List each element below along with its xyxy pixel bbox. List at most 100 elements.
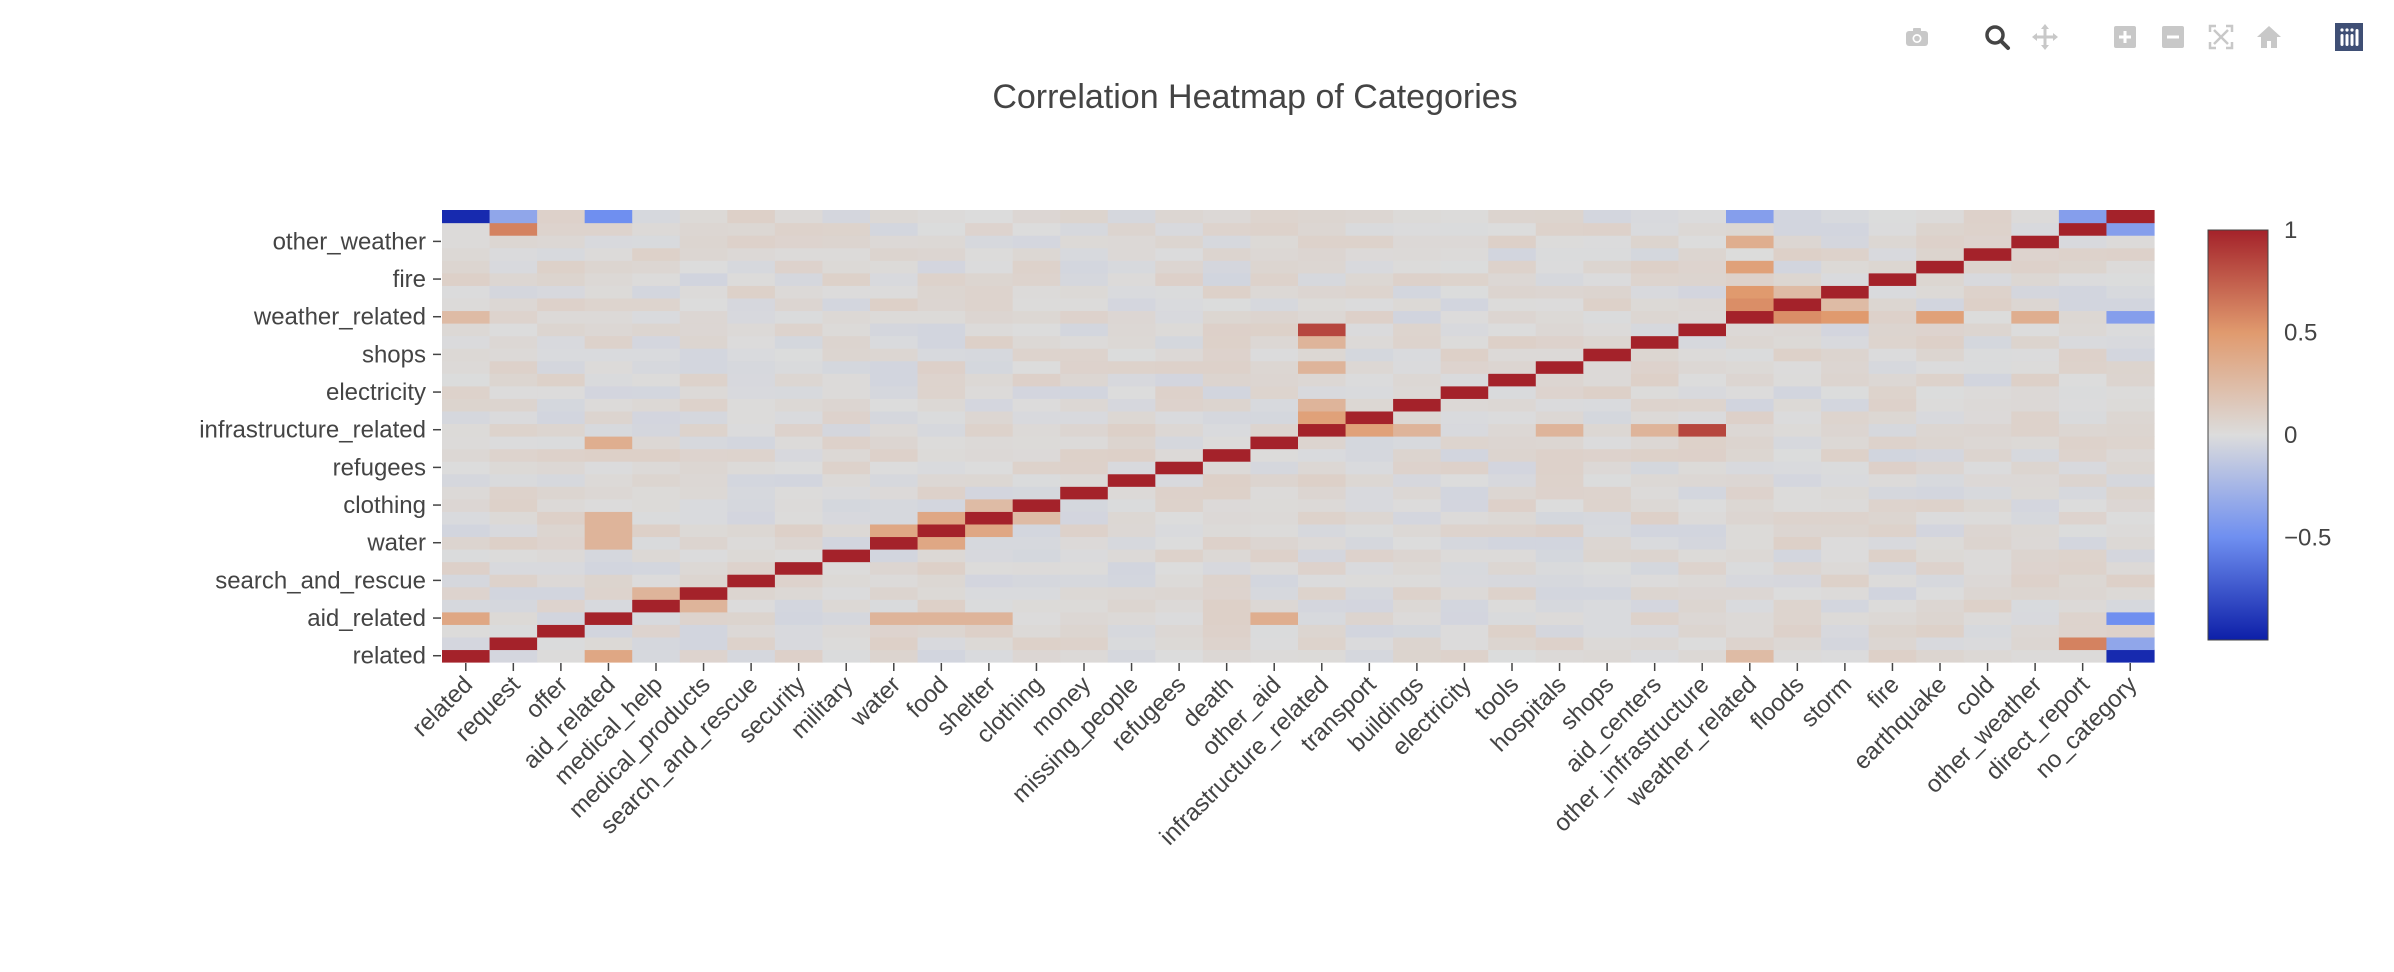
heatmap-cell bbox=[2106, 624, 2155, 638]
heatmap-cell bbox=[1678, 574, 1727, 588]
heatmap-cell bbox=[1012, 373, 1061, 387]
heatmap-cell bbox=[1773, 335, 1822, 349]
heatmap-cell bbox=[727, 373, 776, 387]
heatmap-cell bbox=[1726, 611, 1775, 625]
zoom-icon[interactable] bbox=[1982, 22, 2012, 52]
heatmap-cell bbox=[2106, 436, 2155, 450]
heatmap-cell bbox=[1963, 649, 2012, 663]
heatmap-cell bbox=[1726, 423, 1775, 437]
heatmap-cell bbox=[1440, 611, 1489, 625]
heatmap-cell bbox=[632, 599, 681, 613]
heatmap-cell bbox=[1060, 473, 1109, 487]
y-axis: related aid_related search_and_rescue water… bbox=[199, 228, 441, 670]
heatmap-cell bbox=[2011, 436, 2060, 450]
heatmap-cell bbox=[1298, 586, 1347, 600]
zoom-in-icon[interactable] bbox=[2110, 22, 2140, 52]
heatmap-cell bbox=[2106, 385, 2155, 399]
heatmap-cell bbox=[727, 561, 776, 575]
heatmap-cell bbox=[1060, 385, 1109, 399]
heatmap-cell bbox=[1107, 247, 1156, 261]
heatmap-cell bbox=[584, 523, 633, 538]
heatmap-cell bbox=[1298, 549, 1347, 563]
autoscale-icon[interactable] bbox=[2206, 22, 2236, 52]
heatmap-cell bbox=[1821, 335, 1870, 349]
heatmap-cell bbox=[2058, 285, 2108, 299]
heatmap-cell bbox=[1963, 436, 2012, 450]
y-tick-label: shops bbox=[362, 341, 426, 368]
heatmap-cell bbox=[442, 599, 491, 613]
heatmap-cell bbox=[1250, 649, 1299, 663]
heatmap-cell bbox=[537, 385, 586, 399]
heatmap-cell bbox=[489, 285, 538, 299]
x-tick-label: water bbox=[845, 671, 906, 732]
heatmap-cell bbox=[2058, 586, 2108, 600]
heatmap-cell bbox=[1060, 222, 1109, 236]
pan-icon[interactable] bbox=[2030, 22, 2060, 52]
heatmap-cell bbox=[1060, 574, 1109, 588]
heatmap-cell bbox=[632, 611, 681, 625]
heatmap-cell bbox=[679, 536, 728, 550]
heatmap-cell bbox=[1107, 260, 1156, 274]
heatmap-cell bbox=[2011, 335, 2060, 349]
camera-icon[interactable] bbox=[1902, 22, 1932, 52]
heatmap-cell bbox=[632, 235, 681, 249]
heatmap-cell bbox=[1916, 486, 1965, 500]
heatmap-cell bbox=[1630, 461, 1680, 475]
heatmap-cell bbox=[679, 523, 728, 538]
heatmap-cell bbox=[1298, 260, 1347, 274]
heatmap-cell bbox=[1012, 297, 1061, 312]
heatmap-cell bbox=[1250, 486, 1299, 500]
heatmap-cell bbox=[489, 373, 538, 387]
heatmap-cell bbox=[1630, 448, 1680, 462]
heatmap-cell bbox=[822, 574, 871, 588]
heatmap-cell bbox=[1583, 536, 1632, 550]
heatmap-cell bbox=[632, 486, 681, 500]
heatmap-cell bbox=[1916, 523, 1965, 538]
reset-axes-icon[interactable] bbox=[2254, 22, 2284, 52]
heatmap-cell bbox=[1440, 410, 1489, 425]
heatmap-cell bbox=[917, 561, 966, 575]
heatmap-cell bbox=[1393, 549, 1442, 563]
heatmap-cell bbox=[1916, 448, 1965, 462]
heatmap-cell bbox=[1868, 448, 1917, 462]
heatmap-cell bbox=[1250, 586, 1299, 600]
heatmap-cell bbox=[1298, 486, 1347, 500]
heatmap-cell bbox=[1678, 636, 1727, 651]
heatmap-cell bbox=[1773, 436, 1822, 450]
plotly-logo-icon[interactable] bbox=[2334, 22, 2364, 52]
heatmap-cell bbox=[1726, 360, 1775, 374]
heatmap-cell bbox=[1012, 611, 1061, 625]
heatmap-cell bbox=[537, 360, 586, 374]
heatmap-cell bbox=[1155, 360, 1204, 374]
heatmap-cell bbox=[965, 636, 1014, 651]
heatmap-cell bbox=[1868, 599, 1917, 613]
heatmap-cell bbox=[1250, 323, 1299, 337]
heatmap-cell bbox=[1488, 536, 1537, 550]
heatmap-cell bbox=[1060, 348, 1109, 362]
heatmap-cell bbox=[822, 649, 871, 663]
heatmap-cell bbox=[1298, 649, 1347, 663]
heatmap-cell bbox=[1345, 210, 1394, 224]
heatmap-cell bbox=[1440, 561, 1489, 575]
heatmap-cell bbox=[1583, 247, 1632, 261]
heatmap-cell bbox=[1678, 536, 1727, 550]
heatmap-cell bbox=[1298, 611, 1347, 625]
heatmap-cell bbox=[1535, 297, 1584, 312]
heatmap-cell bbox=[1773, 235, 1822, 249]
heatmap-cell bbox=[1107, 586, 1156, 600]
heatmap-cell bbox=[917, 436, 966, 450]
heatmap-cell bbox=[1250, 385, 1299, 399]
heatmap-cell bbox=[1440, 498, 1489, 512]
heatmap-cell bbox=[870, 461, 919, 475]
heatmap-cell bbox=[679, 486, 728, 500]
heatmap-cell bbox=[1535, 247, 1584, 261]
heatmap-cell bbox=[822, 272, 871, 286]
heatmap-cell bbox=[1630, 611, 1680, 625]
heatmap-cells bbox=[442, 210, 2155, 663]
heatmap-cell bbox=[584, 461, 633, 475]
heatmap-cell bbox=[2106, 410, 2155, 425]
heatmap-cell bbox=[679, 461, 728, 475]
zoom-out-icon[interactable] bbox=[2158, 22, 2188, 52]
heatmap-cell bbox=[1488, 323, 1537, 337]
heatmap-cell bbox=[584, 360, 633, 374]
